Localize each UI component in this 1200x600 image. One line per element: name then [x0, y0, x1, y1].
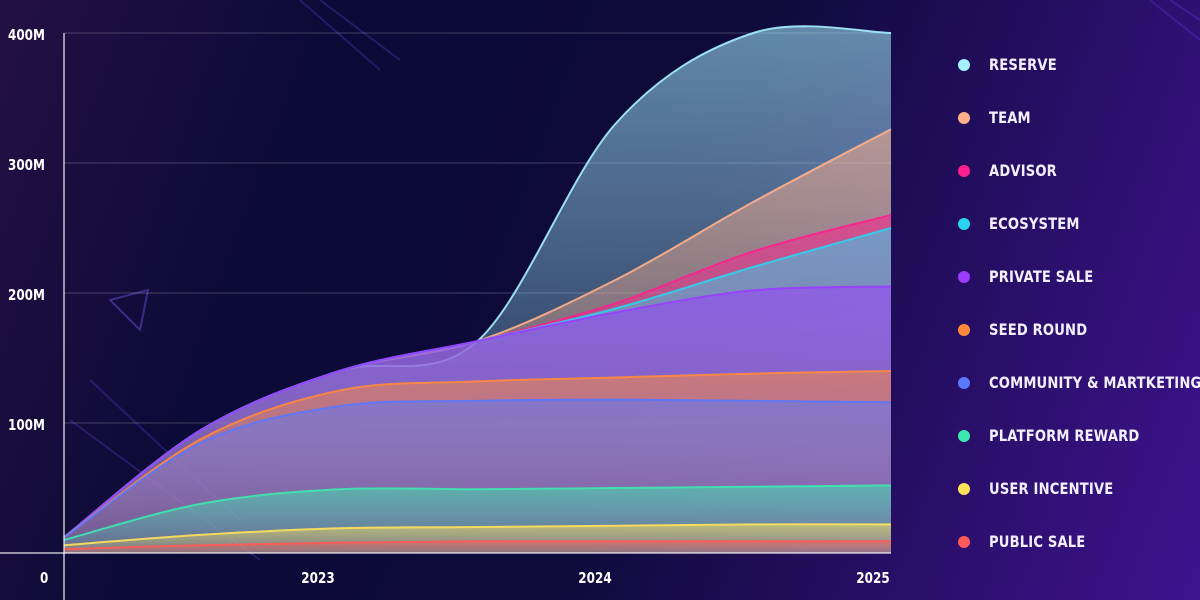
x-tick-labels: 2023 2024 2025	[301, 570, 889, 588]
legend-dot	[958, 217, 970, 230]
legend-item: PUBLIC SALE	[958, 515, 1194, 568]
series-line-private-sale	[63, 285, 892, 539]
series-areas	[63, 25, 892, 553]
legend-item: PLATFORM REWARD	[958, 409, 1194, 462]
series-line-platform-reward	[63, 484, 892, 541]
series-line-user-incentive	[63, 523, 892, 547]
legend-label: PRIVATE SALE	[989, 267, 1094, 286]
y-tick-label: 200M	[8, 287, 45, 305]
legend-item: RESERVE	[958, 38, 1194, 91]
legend-dot	[958, 376, 970, 389]
legend-dot	[958, 482, 970, 495]
legend-label: TEAM	[989, 108, 1031, 127]
legend-label: PLATFORM REWARD	[989, 426, 1140, 445]
legend-label: ECOSYSTEM	[989, 214, 1080, 233]
x-tick-label: 2023	[301, 570, 334, 588]
x-tick-label: 2025	[856, 570, 889, 588]
legend-item: PRIVATE SALE	[958, 250, 1194, 303]
y-tick-label: 100M	[8, 417, 45, 435]
legend-item: TEAM	[958, 91, 1194, 144]
legend-item: ECOSYSTEM	[958, 197, 1194, 250]
y-tick-label: 400M	[8, 27, 45, 45]
legend-dot	[958, 111, 970, 124]
legend-dot	[958, 270, 970, 283]
legend-label: COMMUNITY & MARTKETING	[989, 373, 1200, 392]
y-tick-labels: 0 100M 200M 300M 400M	[8, 27, 48, 588]
decor-streak	[299, 0, 381, 71]
y-tick-label: 0	[40, 570, 48, 588]
legend-label: SEED ROUND	[989, 320, 1088, 339]
x-tick-label: 2024	[578, 570, 611, 588]
legend-label: ADVISOR	[989, 161, 1057, 180]
series-line-community-martketing	[63, 398, 892, 539]
legend-dot	[958, 58, 970, 71]
series-line-public-sale	[63, 540, 891, 551]
legend-label: RESERVE	[989, 55, 1057, 74]
y-tick-label: 300M	[8, 157, 45, 175]
axes	[0, 33, 891, 600]
legend-item: SEED ROUND	[958, 303, 1194, 356]
legend-item: COMMUNITY & MARTKETING	[958, 356, 1200, 409]
decor-triangle	[108, 288, 150, 333]
legend-label: USER INCENTIVE	[989, 479, 1114, 498]
legend-dot	[958, 164, 970, 177]
decor-streak	[1169, 0, 1200, 21]
decor-streak	[1149, 0, 1200, 41]
legend-item: USER INCENTIVE	[958, 462, 1194, 515]
legend-dot	[958, 429, 970, 442]
legend-item: ADVISOR	[958, 144, 1194, 197]
legend-dot	[958, 535, 970, 548]
series-line-seed-round	[63, 370, 892, 539]
legend-dot	[958, 323, 970, 336]
legend-label: PUBLIC SALE	[989, 532, 1086, 551]
decor-streak	[319, 0, 401, 61]
legend: RESERVE TEAM ADVISOR ECOSYSTEM PRIVATE SALE S…	[958, 38, 1200, 568]
